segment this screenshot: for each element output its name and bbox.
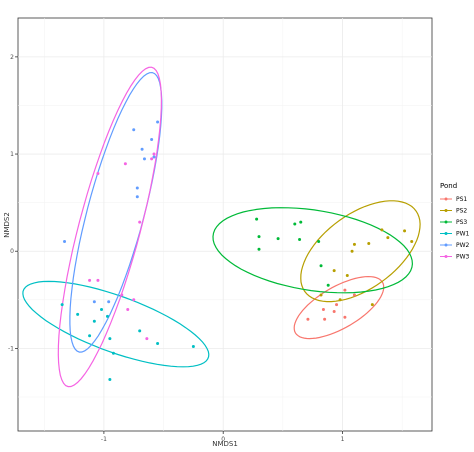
point-ps2: [386, 236, 390, 240]
point-pw2: [107, 300, 111, 304]
legend-label: PW1: [456, 231, 470, 238]
legend-key-point: [444, 220, 448, 224]
ellipse-pw3: [57, 66, 163, 388]
y-tick-label: -1: [8, 345, 14, 352]
point-pw1: [60, 303, 64, 307]
point-ps3: [293, 222, 297, 226]
point-pw1: [111, 351, 115, 355]
point-ps2: [345, 274, 349, 278]
point-ps1: [323, 317, 327, 321]
point-pw2: [63, 240, 67, 244]
point-pw2: [92, 300, 96, 304]
point-ps1: [335, 303, 339, 307]
point-ps3: [299, 220, 303, 224]
point-pw3: [88, 278, 92, 282]
point-pw1: [108, 377, 112, 381]
point-pw2: [156, 120, 160, 124]
point-ps3: [317, 240, 321, 244]
point-ps2: [350, 249, 354, 253]
point-pw1: [108, 337, 112, 341]
point-ps2: [410, 240, 414, 244]
points-layer: [60, 120, 414, 381]
point-pw3: [123, 162, 127, 166]
ellipse-ps2: [300, 200, 421, 303]
point-ps2: [370, 303, 374, 307]
y-tick-label: 0: [10, 248, 14, 255]
x-axis-title: NMDS1: [212, 440, 238, 448]
point-pw1: [88, 334, 92, 338]
y-tick-label: 1: [10, 151, 14, 158]
point-ps3: [298, 238, 302, 242]
legend-key-point: [444, 243, 448, 247]
point-ps2: [403, 229, 407, 233]
y-tick-label: 2: [10, 54, 14, 61]
point-pw2: [135, 195, 139, 199]
ellipses-layer: [22, 66, 421, 388]
point-pw1: [191, 344, 195, 348]
point-pw1: [105, 314, 109, 318]
point-ps3: [257, 235, 261, 239]
legend-label: PW2: [456, 242, 470, 249]
point-pw3: [145, 337, 149, 341]
ellipse-pw2: [69, 71, 163, 353]
ellipse-ps1: [293, 275, 385, 340]
legend-label: PS1: [456, 196, 467, 203]
point-pw2: [132, 128, 136, 132]
point-ps2: [332, 269, 336, 273]
legend: Pond PS1 PS2 PS3 PW1 PW2 PW3: [440, 182, 470, 261]
plot-panel: [17, 17, 433, 432]
point-ps2: [338, 298, 342, 302]
point-ps3: [326, 283, 330, 287]
x-tick-label: -1: [101, 436, 107, 443]
point-ps1: [343, 288, 347, 292]
x-tick-label: 1: [341, 436, 345, 443]
point-pw1: [156, 342, 160, 346]
point-pw3: [138, 220, 142, 224]
point-ps1: [332, 309, 336, 313]
point-pw1: [100, 308, 104, 312]
point-pw3: [150, 157, 154, 161]
point-ps1: [306, 317, 310, 321]
point-pw2: [142, 157, 146, 161]
point-pw1: [92, 319, 96, 323]
grid-lines: [18, 18, 432, 431]
legend-label: PS2: [456, 208, 467, 215]
point-pw3: [126, 308, 130, 312]
point-ps3: [276, 237, 280, 241]
axis-ticks: -1 0 1 -1 0 1 2: [8, 54, 345, 443]
point-pw1: [76, 312, 80, 316]
point-pw3: [120, 293, 124, 297]
point-ps3: [257, 247, 261, 251]
point-ps3: [255, 217, 259, 221]
legend-label: PW3: [456, 254, 470, 261]
x-tick-label: 0: [221, 436, 225, 443]
legend-title: Pond: [440, 182, 457, 190]
point-ps2: [352, 242, 356, 246]
point-pw1: [138, 329, 142, 333]
ellipse-pw1: [22, 280, 210, 368]
legend-key-point: [444, 197, 448, 201]
point-pw2: [152, 155, 156, 159]
point-ps2: [380, 228, 384, 232]
point-pw2: [135, 186, 139, 190]
point-pw2: [150, 137, 154, 141]
point-ps1: [352, 293, 356, 297]
point-ps2: [367, 241, 371, 245]
point-ps2: [319, 293, 323, 297]
point-pw3: [152, 152, 156, 156]
point-pw2: [140, 147, 144, 151]
y-axis-title: NMDS2: [3, 212, 11, 238]
point-pw3: [96, 171, 100, 175]
legend-key-point: [444, 255, 448, 258]
point-ps3: [319, 264, 323, 268]
point-pw3: [96, 278, 100, 282]
point-ps1: [321, 308, 325, 312]
ellipse-ps3: [212, 207, 414, 294]
legend-key-point: [444, 209, 448, 212]
point-ps1: [343, 315, 347, 319]
legend-key-point: [444, 232, 448, 235]
point-pw3: [132, 298, 136, 302]
legend-label: PS3: [456, 219, 467, 226]
